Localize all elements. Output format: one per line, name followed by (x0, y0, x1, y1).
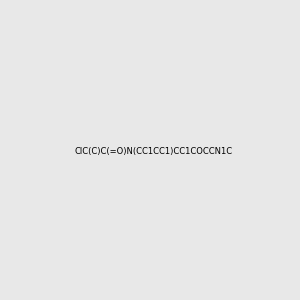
Text: ClC(C)C(=O)N(CC1CC1)CC1COCCN1C: ClC(C)C(=O)N(CC1CC1)CC1COCCN1C (75, 147, 233, 156)
